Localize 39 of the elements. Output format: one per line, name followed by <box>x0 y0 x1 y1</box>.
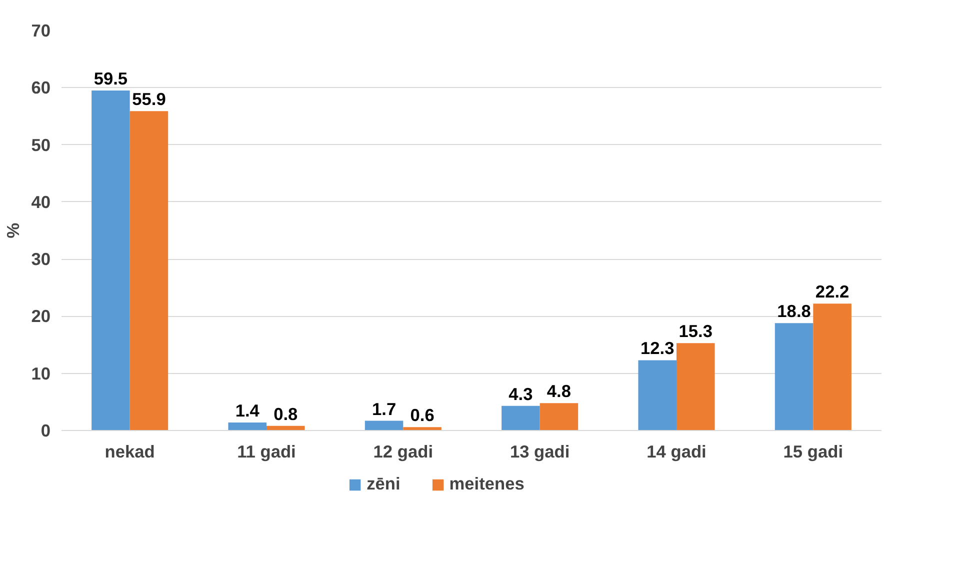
bar <box>228 422 266 430</box>
bar <box>130 111 168 430</box>
bar <box>92 90 130 430</box>
x-tick-label: 14 gadi <box>646 442 706 462</box>
bar <box>364 420 404 430</box>
data-label: 59.5 <box>94 68 128 88</box>
data-label: 15.3 <box>678 321 713 342</box>
x-tick-label: 13 gadi <box>510 442 570 462</box>
y-tick-label: 10 <box>31 363 51 384</box>
data-label: 55.9 <box>132 89 166 110</box>
bar <box>540 403 578 430</box>
data-label: 4.8 <box>546 381 572 402</box>
data-label: 0.8 <box>274 404 298 424</box>
bar <box>676 343 715 430</box>
data-label: 22.2 <box>815 282 850 302</box>
bar <box>813 304 852 430</box>
data-label: 1.7 <box>372 398 396 419</box>
x-tick-label: 12 gadi <box>373 442 434 462</box>
data-label: 4.3 <box>508 384 534 404</box>
x-tick-label: 15 gadi <box>783 442 844 462</box>
bar <box>638 360 676 430</box>
y-tick-label: 50 <box>31 134 51 155</box>
data-label: 18.8 <box>777 301 812 322</box>
data-label: 0.6 <box>410 405 435 426</box>
legend-label: meitenes <box>449 474 524 494</box>
data-label: 12.3 <box>640 338 675 358</box>
bar <box>774 323 814 430</box>
y-tick-label: 30 <box>31 249 51 270</box>
y-tick-label: 40 <box>31 192 51 212</box>
x-tick-label: 11 gadi <box>237 442 296 462</box>
y-tick-label: 20 <box>31 306 51 326</box>
y-tick-label: 0 <box>40 420 51 440</box>
x-tick-label: nekad <box>104 442 155 462</box>
y-axis-title: % <box>3 222 24 238</box>
legend-label: zēni <box>366 474 400 494</box>
bar <box>502 406 540 430</box>
data-label: 1.4 <box>235 400 260 420</box>
y-tick-label: 70 <box>31 20 51 40</box>
y-tick-label: 60 <box>31 78 51 98</box>
